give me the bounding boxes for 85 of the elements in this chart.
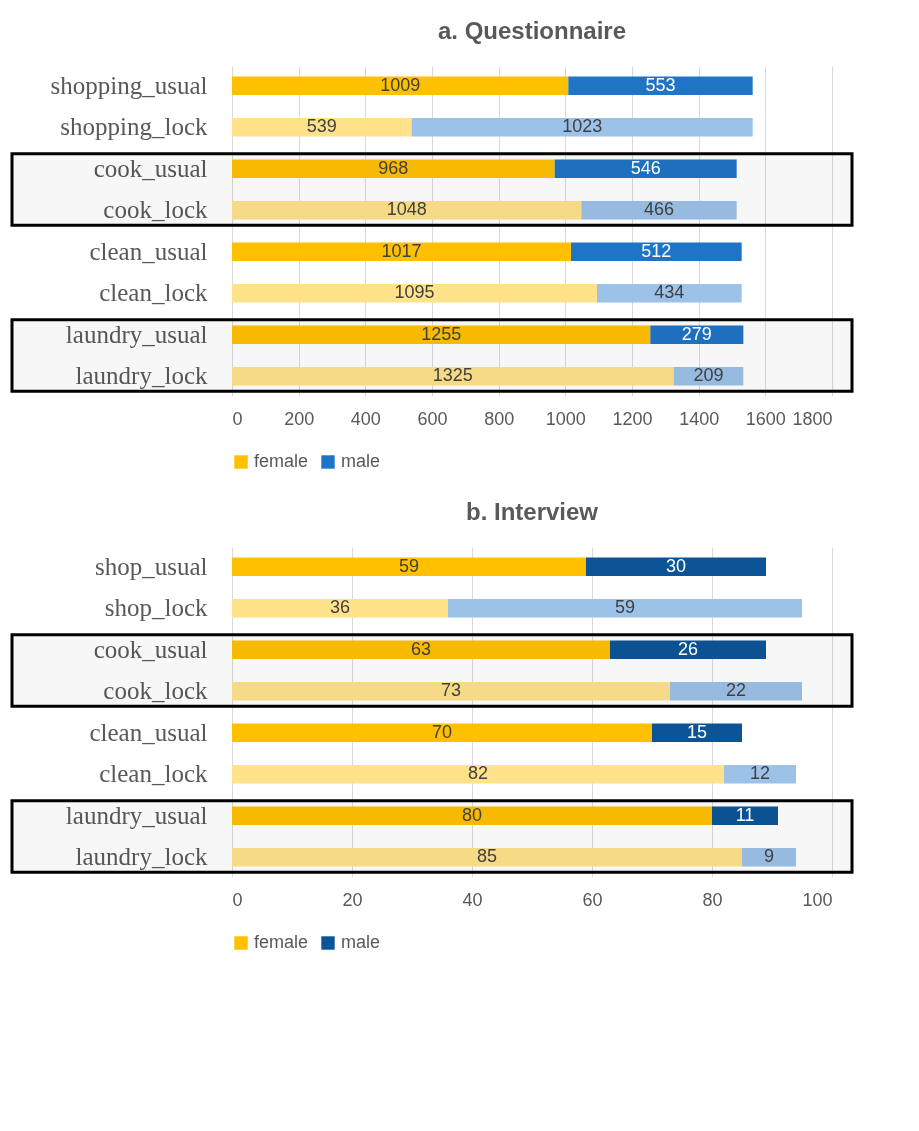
y-tick-label: shop_usual [95, 552, 208, 580]
data-label: 15 [686, 721, 708, 742]
y-tick-label: laundry_lock [75, 362, 208, 390]
data-label: 9 [763, 846, 775, 867]
x-tick-label: 60 [582, 889, 603, 910]
data-label: 85 [476, 846, 498, 867]
bar [411, 117, 753, 137]
y-tick-label: laundry_usual [65, 320, 208, 348]
bar [232, 366, 674, 386]
data-label: 11 [735, 804, 755, 825]
legend-label: female [254, 451, 309, 471]
data-label: 434 [654, 282, 685, 303]
data-label: 73 [440, 680, 462, 701]
y-tick-label: laundry_lock [75, 843, 208, 871]
data-label: 59 [398, 555, 420, 576]
data-label: 209 [693, 365, 724, 386]
data-label: 1255 [421, 323, 462, 344]
data-label: 1017 [381, 240, 422, 261]
y-tick-label: shopping_lock [60, 113, 208, 141]
x-tick-label: 80 [702, 889, 723, 910]
data-label: 30 [665, 555, 687, 576]
y-tick-label: laundry_usual [65, 801, 208, 829]
data-label: 63 [410, 638, 432, 659]
data-label: 1009 [380, 74, 421, 95]
x-tick-label: 20 [342, 889, 363, 910]
x-tick-label: 1600 [745, 408, 786, 429]
y-tick-label: shop_lock [104, 594, 208, 622]
y-tick-label: clean_lock [99, 760, 208, 788]
data-label: 968 [378, 157, 409, 178]
bar [554, 159, 737, 179]
x-tick-label: 1800 [792, 408, 833, 429]
x-tick-label: 800 [484, 408, 515, 429]
bar [568, 76, 753, 96]
data-label: 59 [614, 597, 636, 618]
x-tick-label: 0 [232, 408, 243, 429]
data-label: 26 [677, 638, 699, 659]
y-tick-label: clean_usual [89, 237, 208, 265]
x-tick-label: 100 [802, 889, 833, 910]
data-label: 70 [431, 721, 453, 742]
bar [232, 76, 569, 96]
x-tick-label: 1000 [545, 408, 586, 429]
data-label: 1048 [386, 199, 427, 220]
y-tick-label: cook_usual [93, 154, 208, 182]
x-tick-label: 400 [350, 408, 381, 429]
data-label: 12 [749, 763, 771, 784]
data-label: 1095 [394, 282, 435, 303]
x-tick-label: 600 [417, 408, 448, 429]
chart-title: a. Questionnaire [437, 17, 627, 44]
data-label: 553 [645, 74, 676, 95]
bar [650, 325, 744, 345]
data-label: 539 [306, 116, 337, 137]
y-tick-label: clean_lock [99, 279, 208, 307]
data-label: 1325 [432, 365, 473, 386]
x-tick-label: 0 [232, 889, 243, 910]
x-tick-label: 200 [284, 408, 315, 429]
data-label: 36 [329, 597, 351, 618]
legend-label: male [341, 932, 381, 952]
data-label: 512 [641, 240, 672, 261]
data-label: 1023 [562, 116, 603, 137]
bar [232, 283, 597, 303]
bar [232, 325, 651, 345]
data-label: 466 [643, 199, 675, 220]
legend-label: female [254, 932, 309, 952]
bar [232, 117, 412, 137]
x-tick-label: 40 [462, 889, 483, 910]
data-label: 22 [725, 680, 747, 701]
y-tick-label: clean_usual [89, 718, 208, 746]
data-label: 546 [630, 157, 661, 178]
y-tick-label: cook_lock [103, 196, 208, 224]
legend-label: male [341, 451, 381, 471]
x-tick-label: 1200 [612, 408, 653, 429]
bar [597, 283, 742, 303]
bar [232, 242, 571, 262]
bar [232, 200, 582, 220]
chart-title: b. Interview [465, 498, 599, 525]
x-tick-label: 1400 [679, 408, 720, 429]
bar [581, 200, 737, 220]
y-tick-label: cook_usual [93, 635, 208, 663]
bar [571, 242, 742, 262]
bar [232, 159, 555, 179]
data-label: 82 [467, 763, 489, 784]
data-label: 279 [681, 323, 712, 344]
y-tick-label: shopping_usual [50, 71, 208, 99]
data-label: 80 [461, 804, 483, 825]
y-tick-label: cook_lock [103, 677, 208, 705]
